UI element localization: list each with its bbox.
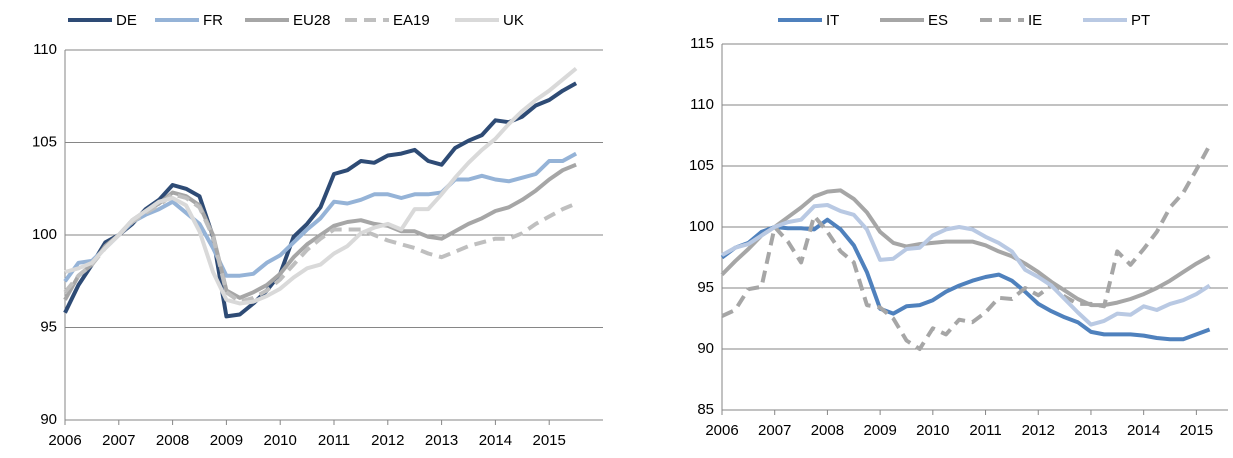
legend-label: EU28	[293, 12, 331, 29]
y-tick-label: 100	[32, 226, 57, 243]
x-tick-label: 2009	[863, 422, 896, 439]
x-tick-label: 2011	[969, 422, 1001, 439]
y-tick-label: 100	[689, 218, 714, 235]
series-line	[720, 188, 1211, 308]
x-tick-label: 2007	[758, 422, 791, 439]
x-tick-label: 2015	[533, 432, 566, 449]
x-tick-label: 2007	[102, 432, 135, 449]
legend-label: UK	[503, 12, 524, 29]
series-line	[63, 81, 578, 319]
y-tick-label: 105	[32, 133, 57, 150]
y-tick-label: 110	[690, 96, 714, 113]
x-tick-label: 2010	[264, 432, 297, 449]
series-line	[63, 162, 577, 301]
legend-label: ES	[928, 12, 948, 29]
series-line	[721, 144, 1212, 351]
y-tick-label: 95	[697, 279, 714, 296]
x-tick-label: 2015	[1180, 422, 1213, 439]
x-tick-label: 2008	[811, 422, 844, 439]
y-tick-label: 105	[689, 157, 714, 174]
y-tick-label: 115	[690, 35, 714, 52]
legend-label: EA19	[393, 12, 430, 29]
x-tick-label: 2014	[479, 432, 512, 449]
legend-label: PT	[1131, 12, 1150, 29]
x-tick-label: 2006	[48, 432, 81, 449]
legend-label: IT	[826, 12, 839, 29]
series-line	[721, 203, 1211, 327]
x-tick-label: 2009	[210, 432, 243, 449]
y-tick-label: 95	[40, 318, 57, 335]
x-tick-label: 2011	[318, 432, 350, 449]
x-tick-label: 2008	[156, 432, 189, 449]
y-tick-label: 90	[697, 340, 714, 357]
legend-label: IE	[1028, 12, 1042, 29]
x-tick-label: 2012	[1022, 422, 1055, 439]
x-tick-label: 2013	[425, 432, 458, 449]
legend-label: FR	[203, 12, 223, 29]
y-tick-label: 110	[33, 41, 57, 58]
series-line	[63, 151, 578, 283]
y-tick-label: 90	[40, 411, 57, 428]
y-tick-label: 85	[697, 401, 714, 418]
x-tick-label: 2014	[1127, 422, 1160, 439]
series-line	[720, 217, 1211, 342]
x-tick-label: 2013	[1074, 422, 1107, 439]
x-tick-label: 2012	[371, 432, 404, 449]
x-tick-label: 2010	[916, 422, 949, 439]
x-tick-label: 2006	[705, 422, 738, 439]
series-line	[64, 66, 578, 306]
legend-label: DE	[116, 12, 137, 29]
